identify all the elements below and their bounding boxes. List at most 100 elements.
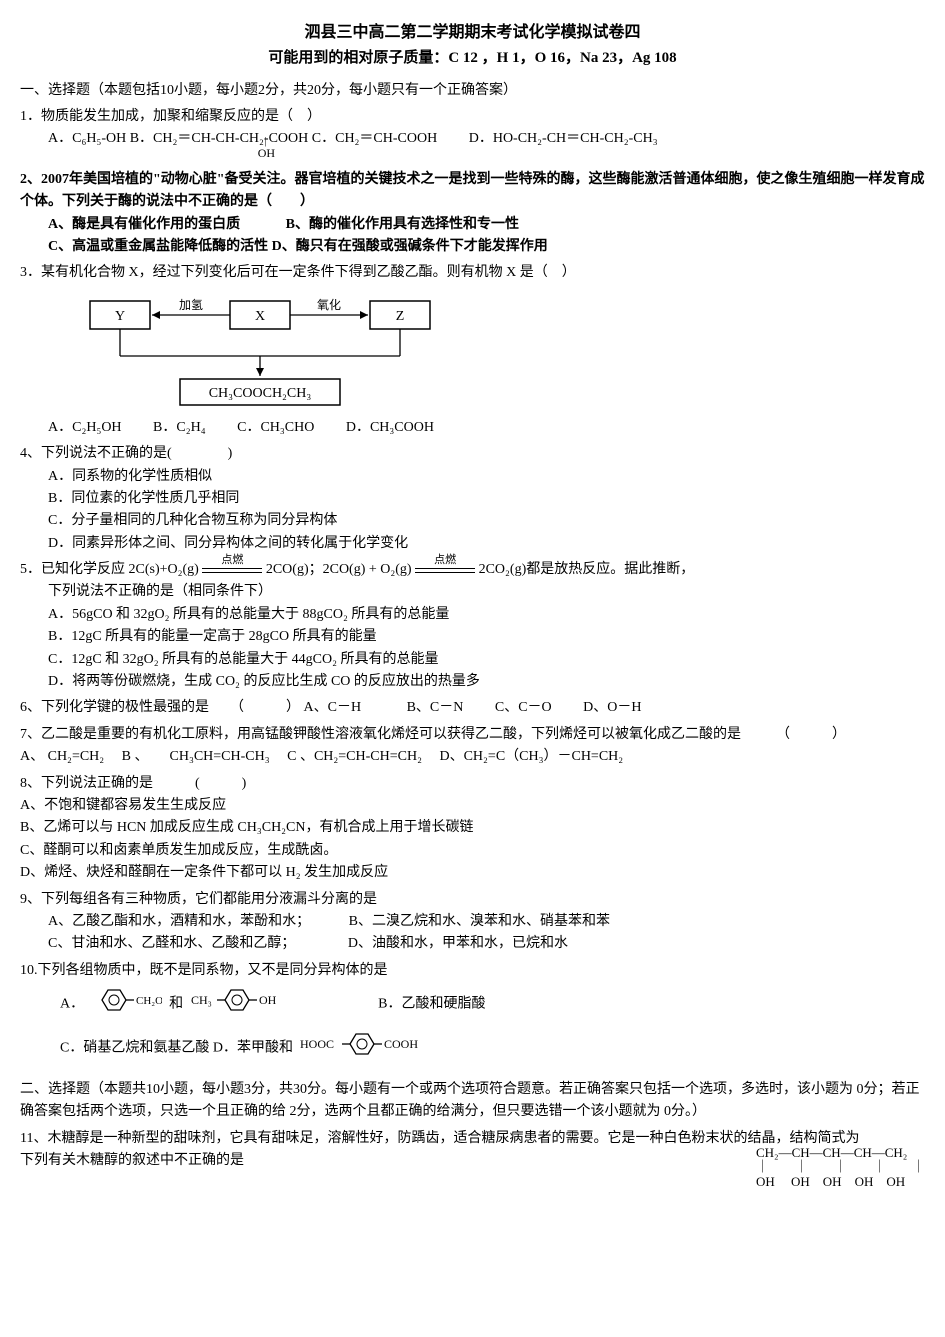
arrow-label-1: 点燃	[202, 552, 262, 570]
q8-opt-c: C、醛酮可以和卤素单质发生加成反应，生成酰卤。	[20, 840, 925, 862]
q7-opt-a: A、 CH₂=CH₂	[20, 749, 104, 764]
q6-stem: 6、下列化学键的极性最强的是 （ ）	[20, 700, 300, 715]
q3-box-z: Z	[396, 309, 405, 324]
q3-opt-b: B．C₂H₄	[153, 420, 206, 435]
q10-stem: 10.下列各组物质中，既不是同系物，又不是同分异构体的是	[20, 960, 925, 982]
q7-opt-d: D、CH₂=C（CH₃）－CH=CH₂	[439, 749, 623, 764]
question-7: 7、乙二酸是重要的有机化工原料，用高锰酸钾酸性溶液氧化烯烃可以获得乙二酸，下列烯…	[20, 724, 925, 769]
section-1-header: 一、选择题（本题包括10小题，每小题2分，共20分，每小题只有一个正确答案）	[20, 80, 925, 102]
q8-stem: 8、下列说法正确的是 ( )	[20, 773, 925, 795]
q10-opt-c: C．硝基乙烷和氨基乙酸	[60, 1041, 209, 1056]
q3-box-x: X	[255, 309, 265, 324]
q10-opt-a-mid: 和	[169, 997, 183, 1012]
q10-opt-b: B．乙酸和硬脂酸	[378, 997, 485, 1012]
xylitol-line3: OH OH OH OH OH	[756, 1175, 925, 1189]
question-8: 8、下列说法正确的是 ( ) A、不饱和键都容易发生生成反应 B、乙烯可以与 H…	[20, 773, 925, 885]
q1-opt-c: C．CH₂＝CH-COOH	[312, 131, 437, 146]
question-1: 1．物质能发生加成，加聚和缩聚反应的是（ ） A．C₆H₅-OH B．CH₂＝C…	[20, 106, 925, 165]
q10-ch2oh-label: CH₂OH	[136, 995, 162, 1007]
question-11: 11、木糖醇是一种新型的甜味剂，它具有甜味足，溶解性好，防踽齿，适合糖尿病患者的…	[20, 1128, 925, 1189]
q3-arrow-left-label: 加氢	[179, 297, 203, 312]
q10-opt-d-pre: D．苯甲酸和	[213, 1041, 293, 1056]
question-4: 4、下列说法不正确的是( ) A．同系物的化学性质相似 B．同位素的化学性质几乎…	[20, 443, 925, 555]
q5-opt-b: B．12gC 所具有的能量一定高于 28gCO 所具有的能量	[20, 626, 925, 648]
q2-opt-c: C、高温或重金属盐能降低酶的活性	[48, 239, 268, 254]
question-10: 10.下列各组物质中，既不是同系物，又不是同分异构体的是 A． CH₂OH 和 …	[20, 960, 925, 1071]
question-9: 9、下列每组各有三种物质，它们都能用分液漏斗分离的是 A、乙酸乙酯和水，酒精和水…	[20, 889, 925, 956]
q1-opt-b: B．CH₂＝CH-CH-CH₂-COOH	[130, 131, 309, 146]
benzene-struct-1: CH₂OH	[92, 982, 162, 1026]
q10-hooc-label: HOOC	[300, 1037, 334, 1051]
exam-title: 泗县三中高二第二学期期末考试化学模拟试卷四	[20, 20, 925, 46]
q3-arrow-right-label: 氧化	[317, 298, 341, 312]
xylitol-structure: CH₂—CH—CH—CH—CH₂ ｜ ｜ ｜ ｜ ｜ OH OH OH OH O…	[756, 1146, 925, 1189]
q5-stem: 5．已知化学反应 2C(s)+O₂(g) 点燃 2CO(g)；2CO(g) + …	[20, 559, 925, 581]
benzene-struct-2: CH₃ OH	[191, 982, 301, 1026]
q10-opts-row2: C．硝基乙烷和氨基乙酸 D．苯甲酸和 HOOC COOH	[20, 1026, 925, 1070]
q6-opt-d: D、O－H	[583, 700, 641, 715]
q5-stem-pre: 5．已知化学反应 2C(s)+O₂(g)	[20, 562, 199, 577]
q3-opt-c: C．CH₃CHO	[237, 420, 314, 435]
q10-opts-row1: A． CH₂OH 和 CH₃ OH B．乙酸和硬脂酸	[20, 982, 925, 1026]
q3-opt-a: A．C₂H₅OH	[48, 420, 122, 435]
atomic-masses: 可能用到的相对原子质量：C 12 ，H 1，O 16，Na 23，Ag 108	[20, 46, 925, 70]
question-5: 5．已知化学反应 2C(s)+O₂(g) 点燃 2CO(g)；2CO(g) + …	[20, 559, 925, 693]
q3-stem: 3．某有机化合物 X，经过下列变化后可在一定条件下得到乙酸乙酯。则有机物 X 是…	[20, 262, 925, 284]
q11-stem-1: 11、木糖醇是一种新型的甜味剂，它具有甜味足，溶解性好，防踽齿，适合糖尿病患者的…	[20, 1128, 925, 1150]
q3-box-y: Y	[115, 309, 125, 324]
q6-opt-a: A、C－H	[304, 700, 362, 715]
question-6: 6、下列化学键的极性最强的是 （ ） A、C－H B、C－N C、C－O D、O…	[20, 697, 925, 719]
q7-options: A、 CH₂=CH₂ B 、 CH₃CH=CH-CH₃ C 、CH₂=CH-CH…	[20, 746, 925, 768]
q9-opt-a: A、乙酸乙酯和水，酒精和水，苯酚和水；	[48, 914, 303, 929]
q5-opt-c: C．12gC 和 32gO₂ 所具有的总能量大于 44gCO₂ 所具有的总能量	[20, 649, 925, 671]
question-2: 2、2007年美国培植的"动物心脏"备受关注。器官培植的关键技术之一是找到一些特…	[20, 169, 925, 259]
q9-opts-row2: C、甘油和水、乙醛和水、乙酸和乙醇； D、油酸和水，甲苯和水，已烷和水	[20, 933, 925, 955]
q5-opt-a: A．56gCO 和 32gO₂ 所具有的总能量大于 88gCO₂ 所具有的总能量	[20, 604, 925, 626]
q2-opt-d: D、酶只有在强酸或强碱条件下才能发挥作用	[272, 239, 548, 254]
q1-opt-d: D．HO-CH₂-CH＝CH-CH₂-CH₃	[469, 131, 658, 146]
reaction-arrow-icon: 点燃	[415, 560, 475, 580]
arrow-label-2: 点燃	[415, 552, 475, 570]
q5-stem-line2: 下列说法不正确的是（相同条件下）	[20, 581, 925, 603]
q3-diagram-svg: Y X Z 加氢 氧化 CH₃COOCH₂CH₃	[80, 291, 440, 411]
q4-opt-a: A．同系物的化学性质相似	[20, 466, 925, 488]
q3-options: A．C₂H₅OH B．C₂H₄ C．CH₃CHO D．CH₃COOH	[20, 417, 925, 439]
q2-opts-row1: A、酶是具有催化作用的蛋白质 B、酶的催化作用具有选择性和专一性	[20, 214, 925, 236]
q9-opt-b: B、二溴乙烷和水、溴苯和水、硝基苯和苯	[349, 914, 610, 929]
xylitol-line2: ｜ ｜ ｜ ｜ ｜	[756, 1160, 925, 1174]
q4-stem: 4、下列说法不正确的是( )	[20, 443, 925, 465]
q8-opt-a: A、不饱和键都容易发生生成反应	[20, 795, 925, 817]
q2-opts-row2: C、高温或重金属盐能降低酶的活性 D、酶只有在强酸或强碱条件下才能发挥作用	[20, 236, 925, 258]
section-2-header: 二、选择题（本题共10小题，每小题3分，共30分。每小题有一个或两个选项符合题意…	[20, 1079, 925, 1124]
q3-opt-d: D．CH₃COOH	[346, 420, 434, 435]
q8-opt-b: B、乙烯可以与 HCN 加成反应生成 CH₃CH₂CN，有机合成上用于增长碳链	[20, 817, 925, 839]
q8-opt-d: D、烯烃、炔烃和醛酮在一定条件下都可以 H₂ 发生加成反应	[20, 862, 925, 884]
q9-opt-c: C、甘油和水、乙醛和水、乙酸和乙醇；	[48, 936, 288, 951]
q6-opt-b: B、C－N	[407, 700, 464, 715]
q4-opt-c: C．分子量相同的几种化合物互称为同分异构体	[20, 510, 925, 532]
q1-opt-a: A．C₆H₅-OH	[48, 131, 126, 146]
q9-opt-d: D、油酸和水，甲苯和水，已烷和水	[348, 936, 568, 951]
question-3: 3．某有机化合物 X，经过下列变化后可在一定条件下得到乙酸乙酯。则有机物 X 是…	[20, 262, 925, 439]
q10-oh-label: OH	[259, 993, 277, 1007]
q3-product: CH₃COOCH₂CH₃	[209, 386, 312, 401]
q1-stem: 1．物质能发生加成，加聚和缩聚反应的是（ ）	[20, 106, 925, 128]
q4-opt-b: B．同位素的化学性质几乎相同	[20, 488, 925, 510]
q5-stem-mid1: 2CO(g)；2CO(g) + O₂(g)	[266, 562, 412, 577]
reaction-arrow-icon: 点燃	[202, 560, 262, 580]
q7-opt-c: C 、CH₂=CH-CH=CH₂	[287, 749, 422, 764]
q2-stem: 2、2007年美国培植的"动物心脏"备受关注。器官培植的关键技术之一是找到一些特…	[20, 169, 925, 214]
q10-opt-a-pre: A．	[60, 997, 84, 1012]
q7-opt-b: B 、 CH₃CH=CH-CH₃	[122, 749, 270, 764]
q9-opts-row1: A、乙酸乙酯和水，酒精和水，苯酚和水； B、二溴乙烷和水、溴苯和水、硝基苯和苯	[20, 911, 925, 933]
q3-diagram: Y X Z 加氢 氧化 CH₃COOCH₂CH₃	[80, 291, 925, 411]
q6-opt-c: C、C－O	[495, 700, 552, 715]
q1-options-line: A．C₆H₅-OH B．CH₂＝CH-CH-CH₂-COOH OH | C．CH…	[20, 128, 925, 164]
q5-stem-mid2: 2CO₂(g)都是放热反应。据此推断，	[479, 562, 695, 577]
benzene-struct-3: HOOC COOH	[300, 1026, 450, 1070]
q2-opt-a: A、酶是具有催化作用的蛋白质	[48, 217, 240, 232]
q7-stem: 7、乙二酸是重要的有机化工原料，用高锰酸钾酸性溶液氧化烯烃可以获得乙二酸，下列烯…	[20, 724, 925, 746]
q9-stem: 9、下列每组各有三种物质，它们都能用分液漏斗分离的是	[20, 889, 925, 911]
q10-cooh-label: COOH	[384, 1037, 418, 1051]
q10-ch3-label: CH₃	[191, 993, 212, 1007]
